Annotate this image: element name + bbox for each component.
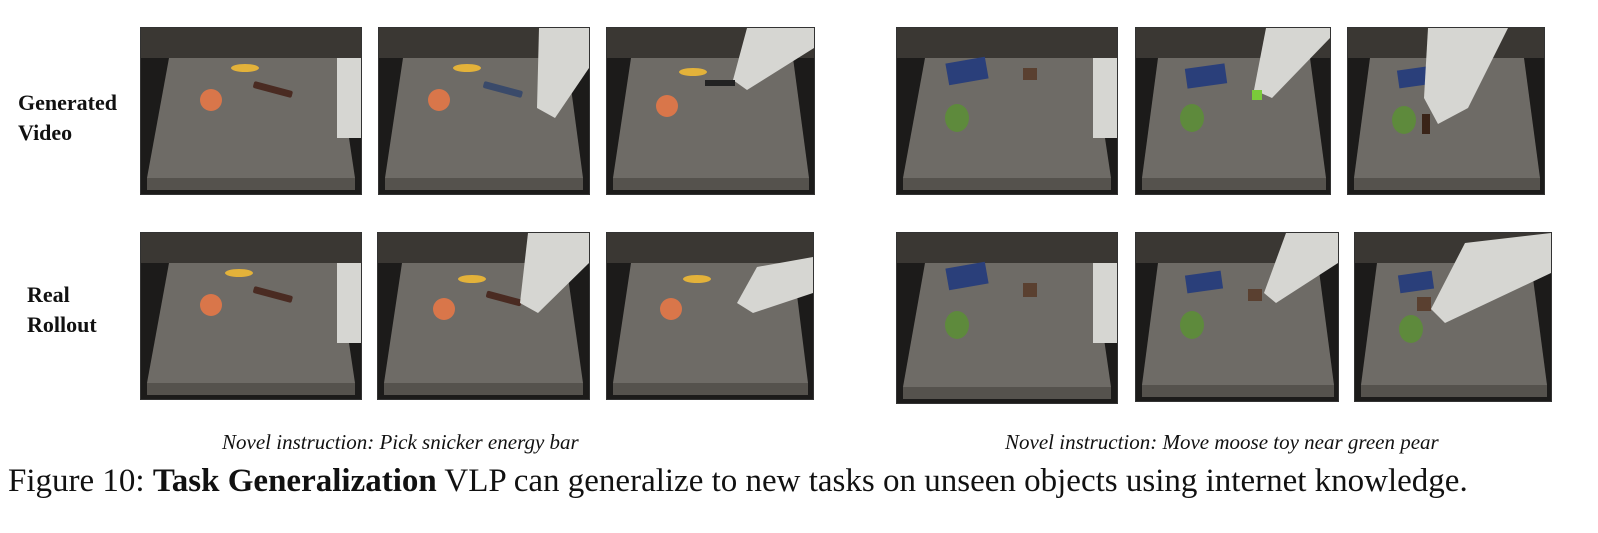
row-label-line: Real — [27, 282, 70, 307]
row-label-line: Rollout — [27, 312, 97, 337]
generated-frame-snicker-1 — [140, 27, 362, 195]
figure-caption: Figure 10: Task Generalization VLP can g… — [8, 463, 1593, 500]
generated-frame-moose-3 — [1347, 27, 1545, 195]
caption-prefix: Figure 10: — [8, 463, 145, 499]
row-label-line: Generated — [18, 90, 117, 115]
caption-text: VLP can generalize to new tasks on unsee… — [444, 463, 1468, 499]
generated-frame-snicker-2 — [378, 27, 590, 195]
instruction-left: Novel instruction: Pick snicker energy b… — [222, 430, 579, 454]
generated-frame-moose-1 — [896, 27, 1118, 195]
real-frame-moose-1 — [896, 232, 1118, 404]
real-frame-snicker-2 — [377, 232, 590, 400]
generated-frame-snicker-3 — [606, 27, 815, 195]
row-label-generated-video: Generated Video — [18, 88, 117, 148]
real-frame-moose-2 — [1135, 232, 1339, 402]
real-frame-moose-3 — [1354, 232, 1552, 402]
real-frame-snicker-1 — [140, 232, 362, 400]
real-frame-snicker-3 — [606, 232, 814, 400]
generated-frame-moose-2 — [1135, 27, 1331, 195]
row-label-line: Video — [18, 120, 73, 145]
instruction-right: Novel instruction: Move moose toy near g… — [1005, 430, 1439, 454]
caption-bold: Task Generalization — [152, 463, 437, 499]
row-label-real-rollout: Real Rollout — [27, 280, 97, 340]
